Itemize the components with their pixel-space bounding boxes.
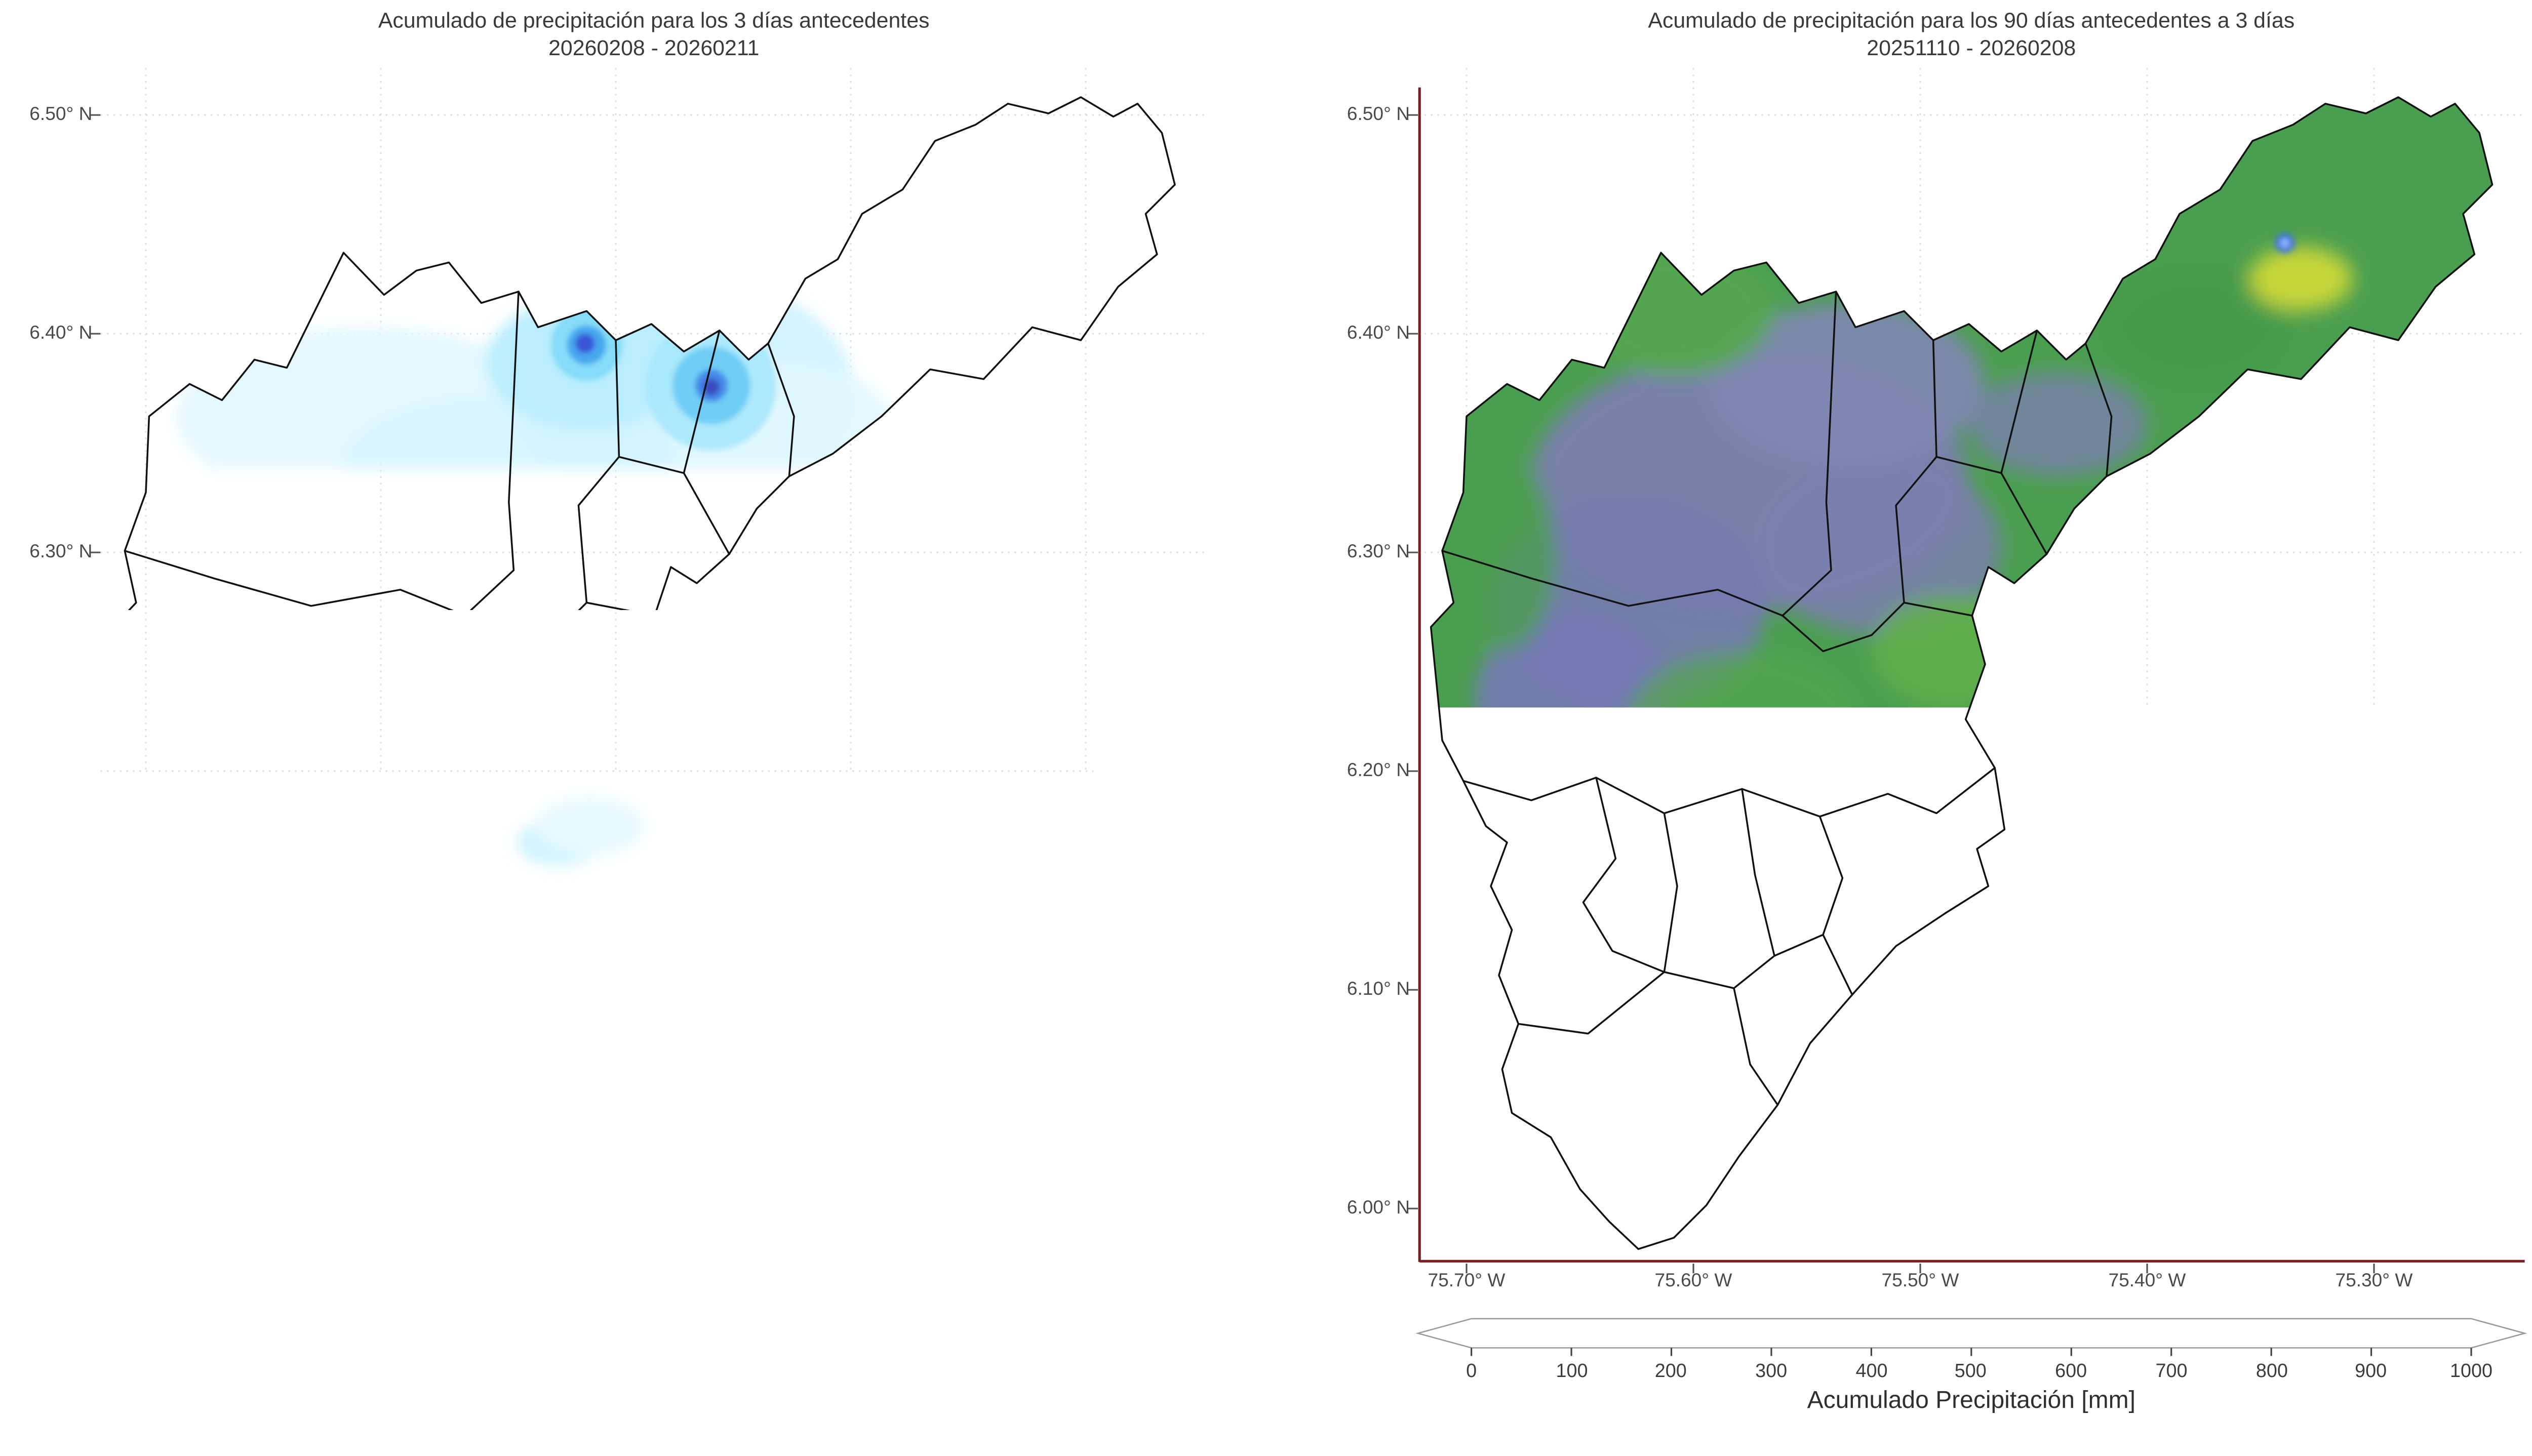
- rain-zones-light: [177, 275, 895, 865]
- colorbar-tick-label: 500: [1938, 1359, 2003, 1382]
- map-3day: [100, 68, 1207, 1264]
- y-tick-label: 6.50° N: [1321, 104, 1410, 125]
- axis-ticks: [91, 115, 1086, 1273]
- colorbar-tick-label: 600: [2039, 1359, 2104, 1382]
- precipitation-figure: Acumulado de precipitación para los 3 dí…: [0, 0, 2532, 1456]
- colorbar-tick-label: 700: [2139, 1359, 2204, 1382]
- colorbar-label-90day: Acumulado Precipitación [mm]: [1418, 1387, 2525, 1414]
- y-tick-label: 6.10° N: [3, 979, 92, 1000]
- colorbar-tick-label: 200: [1638, 1359, 1703, 1382]
- colorbar-tick-marks: [154, 1348, 1151, 1356]
- colorbar-tick-label: 800: [2239, 1359, 2304, 1382]
- y-tick-label: 6.30° N: [3, 541, 92, 562]
- x-tick-label: 75.70° W: [73, 1270, 219, 1291]
- x-tick-label: 75.60° W: [1620, 1270, 1766, 1291]
- gridlines: [100, 68, 1207, 1264]
- x-tick-label: 75.70° W: [1394, 1270, 1539, 1291]
- y-tick-label: 6.10° N: [1321, 979, 1410, 1000]
- colorbar-tick-label: 60: [720, 1359, 784, 1382]
- y-tick-label: 6.00° N: [1321, 1197, 1410, 1219]
- x-tick-label: 75.60° W: [308, 1270, 454, 1291]
- municipal-boundaries: [113, 97, 1175, 1249]
- x-tick-label: 75.30° W: [1013, 1270, 1159, 1291]
- plot-title-3day: Acumulado de precipitación para los 3 dí…: [100, 8, 1207, 34]
- x-tick-label: 75.30° W: [2301, 1270, 2447, 1291]
- colorbar-tick-label: 400: [1839, 1359, 1904, 1382]
- colorbar-gradient-bar: [100, 1319, 1207, 1348]
- colorbar-gradient-bar: [1418, 1319, 2525, 1348]
- x-tick-label: 75.40° W: [2074, 1270, 2220, 1291]
- y-tick-label: 6.50° N: [3, 104, 92, 125]
- figure-viewport: Acumulado de precipitación para los 3 dí…: [0, 0, 2532, 1456]
- colorbar-tick-label: 900: [2339, 1359, 2403, 1382]
- plot-subtitle-3day: 20260208 - 20260211: [100, 35, 1207, 61]
- x-tick-label: 75.50° W: [1847, 1270, 1993, 1291]
- colorbar-3day: [100, 1317, 1207, 1359]
- y-tick-label: 6.40° N: [3, 322, 92, 344]
- x-tick-label: 75.50° W: [543, 1270, 689, 1291]
- colorbar-tick-marks: [1472, 1348, 2471, 1356]
- x-tick-label: 75.40° W: [778, 1270, 924, 1291]
- colorbar-tick-label: 100: [1118, 1359, 1183, 1382]
- y-tick-label: 6.20° N: [3, 760, 92, 781]
- colorbar-tick-label: 100: [1539, 1359, 1604, 1382]
- plot-subtitle-90day: 20251110 - 20260208: [1418, 35, 2525, 61]
- y-tick-label: 6.00° N: [3, 1197, 92, 1219]
- colorbar-tick-label: 80: [919, 1359, 983, 1382]
- colorbar-90day: [1418, 1317, 2525, 1359]
- colorbar-tick-label: 0: [1439, 1359, 1504, 1382]
- colorbar-label-3day: Acumulado Precipitación [mm]: [100, 1387, 1207, 1414]
- y-tick-label: 6.40° N: [1321, 322, 1410, 344]
- colorbar-tick-label: 50: [621, 1359, 686, 1382]
- plot-title-90day: Acumulado de precipitación para los 90 d…: [1418, 8, 2525, 34]
- map-90day: [1418, 68, 2525, 1264]
- y-tick-label: 6.20° N: [1321, 760, 1410, 781]
- y-tick-label: 6.30° N: [1321, 541, 1410, 562]
- precipitation-field-90day: [1431, 97, 2493, 1249]
- colorbar-tick-label: 1000: [2439, 1359, 2504, 1382]
- colorbar-tick-label: 300: [1739, 1359, 1804, 1382]
- precipitation-field-3day: [177, 275, 895, 923]
- colorbar-tick-label: 40: [520, 1359, 585, 1382]
